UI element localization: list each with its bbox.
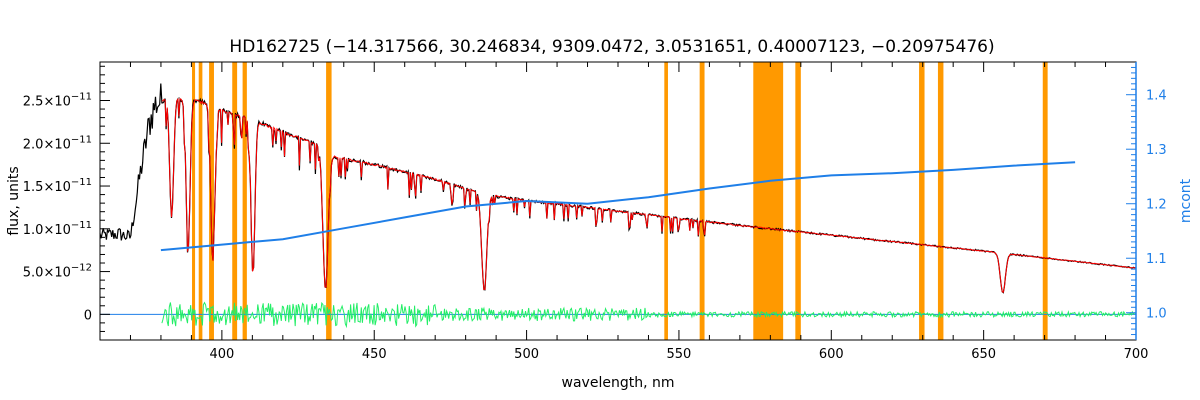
masked-region-6 <box>664 62 668 340</box>
y-tick-label: 5.0×10−12 <box>23 263 92 281</box>
masked-region-8 <box>753 62 784 340</box>
y2-axis: 1.0 1.1 1.2 1.3 1.4 <box>1126 62 1167 340</box>
y-axis: 0 5.0×10−12 1.0×10−11 1.5×10−11 2.0×10−11 2.5… <box>23 65 110 332</box>
masked-regions <box>192 62 1048 340</box>
masked-region-4 <box>242 62 247 340</box>
masked-region-7 <box>699 62 705 340</box>
y2-axis-label: mcont <box>1178 178 1194 223</box>
x-tick-label: 650 <box>971 347 996 362</box>
y2-tick-label: 1.3 <box>1146 143 1167 158</box>
y2-tick-label: 1.1 <box>1146 252 1167 267</box>
masked-region-9 <box>795 62 801 340</box>
masked-region-3 <box>232 62 238 340</box>
masked-region-0 <box>192 62 196 340</box>
masked-region-2 <box>209 62 214 340</box>
x-tick-label: 450 <box>362 347 387 362</box>
x-tick-label: 600 <box>819 347 844 362</box>
series-model <box>161 97 1136 293</box>
series-residual <box>161 301 1136 329</box>
chart-title: HD162725 (−14.317566, 30.246834, 9309.04… <box>229 37 994 57</box>
x-tick-label: 700 <box>1124 347 1149 362</box>
x-axis-label: wavelength, nm <box>562 375 675 391</box>
y2-tick-label: 1.0 <box>1146 307 1167 322</box>
x-tick-label: 500 <box>514 347 539 362</box>
x-axis: 400 450 500 550 600 650 700 <box>99 62 1149 362</box>
series-layer <box>99 83 1136 329</box>
y-tick-label: 2.0×10−11 <box>23 134 92 152</box>
masked-region-11 <box>937 62 944 340</box>
masked-region-1 <box>198 62 203 340</box>
y-tick-label: 1.0×10−11 <box>23 220 92 238</box>
y-tick-label: 1.5×10−11 <box>23 177 92 195</box>
x-tick-label: 550 <box>667 347 692 362</box>
y-tick-label: 0 <box>84 308 92 323</box>
series-mcont <box>160 161 1076 252</box>
y2-tick-label: 1.4 <box>1146 89 1167 104</box>
masked-region-10 <box>919 62 925 340</box>
y-tick-label: 2.5×10−11 <box>23 91 92 109</box>
y-axis-label: flux, units <box>6 166 22 235</box>
y2-tick-label: 1.2 <box>1146 198 1167 213</box>
x-tick-label: 400 <box>209 347 234 362</box>
masked-region-12 <box>1042 62 1048 340</box>
